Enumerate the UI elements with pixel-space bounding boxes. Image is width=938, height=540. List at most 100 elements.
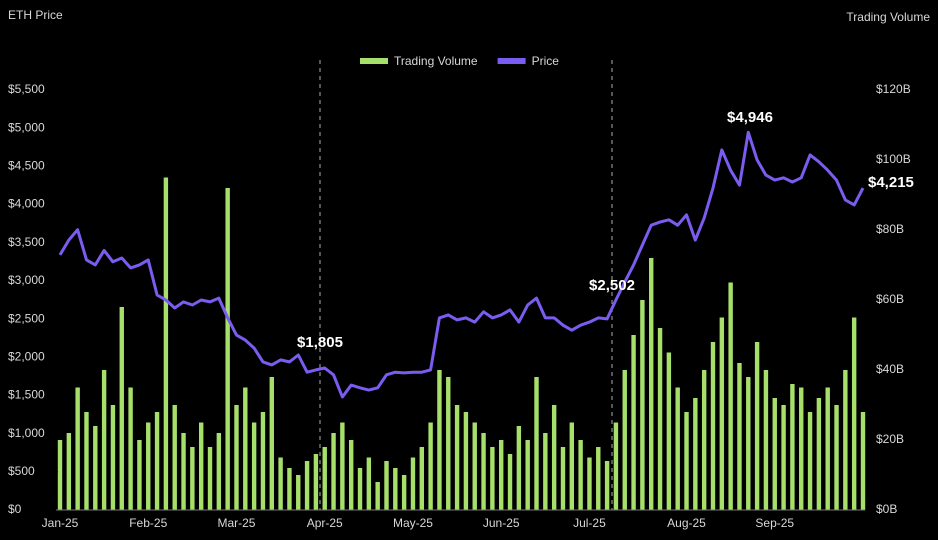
bar [737, 363, 741, 510]
bar [323, 447, 327, 510]
bar [190, 447, 194, 510]
bar [137, 440, 141, 510]
bar [358, 468, 362, 510]
bar [199, 423, 203, 511]
bar [120, 307, 124, 510]
y-tick-label: $2,500 [8, 311, 45, 325]
bar [411, 458, 415, 511]
y2-tick-label: $80B [876, 222, 904, 236]
x-tick-label: Jun-25 [483, 516, 520, 530]
y-tick-label: $3,500 [8, 235, 45, 249]
x-tick-label: Mar-25 [217, 516, 255, 530]
bar [384, 461, 388, 510]
y-tick-label: $5,500 [8, 82, 45, 96]
x-tick-label: Jul-25 [573, 516, 606, 530]
bar [861, 412, 865, 510]
bar [631, 335, 635, 510]
bar [146, 423, 150, 511]
bar [437, 370, 441, 510]
y2-tick-label: $20B [876, 432, 904, 446]
bar [702, 370, 706, 510]
bar [420, 447, 424, 510]
bar [367, 458, 371, 511]
bar [155, 412, 159, 510]
legend-label: Trading Volume [394, 54, 478, 68]
bar [826, 388, 830, 511]
bar [208, 447, 212, 510]
bar [693, 398, 697, 510]
bar [84, 412, 88, 510]
bar [455, 405, 459, 510]
bar [623, 370, 627, 510]
bar [605, 461, 609, 510]
x-tick-label: Jan-25 [42, 516, 79, 530]
plot [58, 132, 865, 510]
bar [464, 412, 468, 510]
bar [217, 433, 221, 510]
y-tick-label: $4,500 [8, 159, 45, 173]
bar [640, 300, 644, 510]
bar [164, 178, 168, 511]
bar [728, 283, 732, 511]
y-tick-label: $1,500 [8, 388, 45, 402]
bar [402, 475, 406, 510]
x-tick-label: Sep-25 [755, 516, 794, 530]
bar [67, 433, 71, 510]
bar [393, 468, 397, 510]
y-tick-label: $5,000 [8, 120, 45, 134]
x-tick-label: May-25 [393, 516, 433, 530]
annotation: $4,215 [868, 174, 914, 191]
bar [225, 188, 229, 510]
bar [764, 370, 768, 510]
bar [111, 405, 115, 510]
y2-tick-label: $100B [876, 152, 911, 166]
bar [799, 388, 803, 511]
bar [746, 377, 750, 510]
bar [243, 388, 247, 511]
bar [570, 423, 574, 511]
bar [75, 388, 79, 511]
bar [473, 423, 477, 511]
bar [349, 440, 353, 510]
bar [481, 433, 485, 510]
bar [658, 328, 662, 510]
bar [428, 423, 432, 511]
bar [252, 423, 256, 511]
y2-tick-label: $60B [876, 292, 904, 306]
bar [852, 318, 856, 511]
y-tick-label: $1,000 [8, 426, 45, 440]
bar [270, 377, 274, 510]
bar [93, 426, 97, 510]
legend-swatch [498, 58, 526, 64]
y2-tick-label: $40B [876, 362, 904, 376]
y-tick-label: $3,000 [8, 273, 45, 287]
bar [773, 398, 777, 510]
bar [446, 377, 450, 510]
bar [755, 342, 759, 510]
bar [102, 370, 106, 510]
annotation: $4,946 [727, 109, 773, 126]
annotation: $2,502 [589, 277, 635, 294]
bar [305, 461, 309, 510]
y-tick-label: $2,000 [8, 349, 45, 363]
bar [552, 405, 556, 510]
y-axis-title: ETH Price [8, 8, 63, 22]
bar [781, 405, 785, 510]
y2-tick-label: $0B [876, 502, 897, 516]
y2-axis-title: Trading Volume [846, 10, 930, 24]
annotation: $1,805 [297, 334, 343, 351]
bar [296, 475, 300, 510]
bar [667, 353, 671, 511]
bar [508, 454, 512, 510]
bar [234, 405, 238, 510]
bar [684, 412, 688, 510]
x-tick-label: Apr-25 [307, 516, 343, 530]
legend-label: Price [532, 54, 560, 68]
bar [261, 412, 265, 510]
y-tick-label: $0 [8, 502, 22, 516]
bar [314, 454, 318, 510]
bar [649, 258, 653, 510]
bar [375, 482, 379, 510]
